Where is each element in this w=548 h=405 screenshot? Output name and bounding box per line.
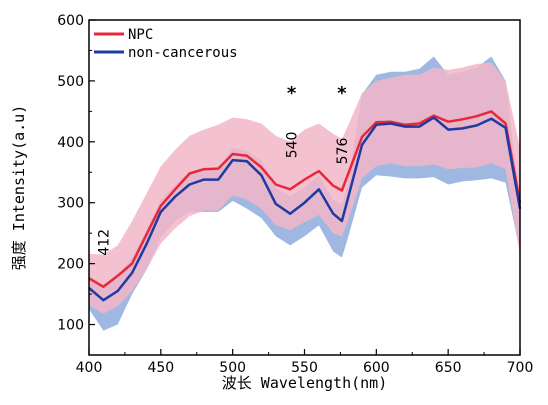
x-tick-label: 600 (363, 360, 390, 376)
x-axis-label: 波长 Wavelength(nm) (222, 374, 387, 392)
peak-marker: * (337, 83, 347, 104)
peak-label: 540 (285, 132, 301, 159)
band-npc (89, 62, 520, 314)
y-tick-label: 400 (57, 135, 84, 151)
x-tick-label: 550 (291, 360, 318, 376)
peak-label: 576 (335, 138, 351, 165)
legend-label: non-cancerous (128, 45, 238, 61)
y-tick-label: 100 (57, 318, 84, 334)
y-tick-label: 600 (57, 13, 84, 29)
x-tick-label: 500 (219, 360, 246, 376)
legend: NPC non-cancerous (94, 27, 238, 61)
annotation-layer: 412 540 * 576 * (96, 83, 351, 256)
y-axis-label: 强度 Intensity(a.u) (10, 105, 28, 270)
y-axis: 100 200 300 400 500 600 (57, 13, 95, 334)
series-line-npc (88, 110, 522, 289)
x-axis: 400 450 500 550 600 650 700 (76, 349, 534, 376)
peak-marker: * (287, 83, 297, 104)
line-layer (88, 110, 522, 302)
x-tick-label: 650 (435, 360, 462, 376)
x-tick-label: 450 (147, 360, 174, 376)
legend-label: NPC (128, 27, 153, 43)
y-tick-label: 300 (57, 196, 84, 212)
band-layer (89, 56, 520, 331)
x-tick-label: 700 (507, 360, 534, 376)
y-tick-label: 200 (57, 257, 84, 273)
series-line-non-cancerous (88, 116, 522, 302)
peak-label: 412 (96, 229, 112, 256)
x-tick-label: 400 (76, 360, 103, 376)
y-tick-label: 500 (57, 74, 84, 90)
